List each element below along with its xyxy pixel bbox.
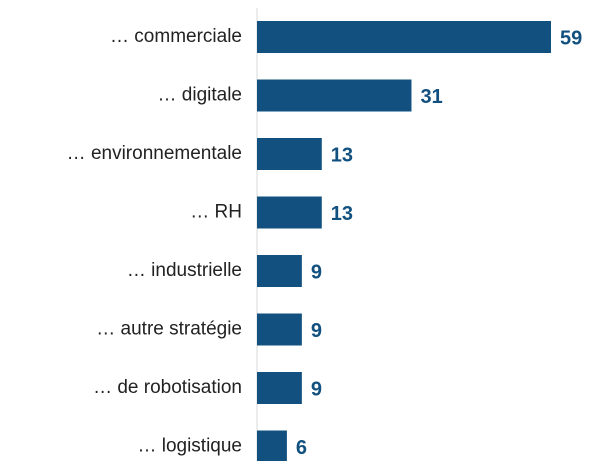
category-label: … RH bbox=[190, 202, 242, 223]
category-label: … digitale bbox=[158, 85, 243, 106]
value-label: 6 bbox=[296, 437, 307, 459]
category-label: … de robotisation bbox=[93, 377, 242, 398]
value-label: 9 bbox=[311, 261, 322, 283]
category-label: … autre stratégie bbox=[96, 319, 242, 340]
bar bbox=[257, 372, 302, 404]
bar bbox=[257, 21, 551, 53]
value-label: 31 bbox=[420, 86, 442, 108]
bar bbox=[257, 196, 322, 229]
category-label: … logistique bbox=[137, 436, 242, 457]
bar bbox=[257, 430, 287, 461]
category-label: … industrielle bbox=[127, 260, 242, 281]
value-label: 9 bbox=[311, 320, 322, 342]
value-label: 9 bbox=[311, 378, 322, 400]
value-label: 13 bbox=[331, 203, 353, 225]
value-label: 59 bbox=[560, 27, 582, 49]
category-label: … environnementale bbox=[67, 143, 242, 164]
bar bbox=[257, 79, 412, 112]
value-label: 13 bbox=[331, 144, 353, 166]
bar bbox=[257, 313, 302, 346]
bar bbox=[257, 255, 302, 287]
bar bbox=[257, 138, 322, 170]
category-label: … commerciale bbox=[110, 26, 242, 47]
